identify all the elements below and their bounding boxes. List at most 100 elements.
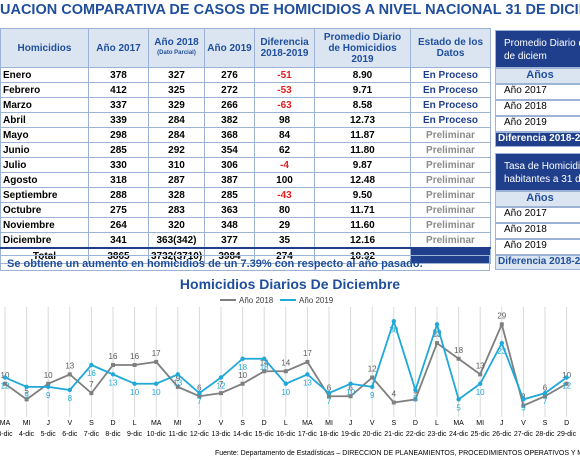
cell: 387 bbox=[204, 172, 255, 188]
side-footer: Diferencia 2018-20 bbox=[495, 132, 580, 147]
data-label: 7 bbox=[219, 380, 224, 389]
point bbox=[391, 400, 396, 405]
cell: 328 bbox=[148, 187, 205, 203]
cell: 35 bbox=[254, 232, 315, 249]
cell: 363(342) bbox=[148, 232, 205, 249]
table-row: Abril 339 284 382 98 12.73 En Proceso bbox=[0, 112, 491, 128]
data-label: 18 bbox=[454, 346, 463, 355]
x-weekday-label: V bbox=[67, 420, 72, 427]
point bbox=[348, 381, 353, 386]
cell: En Proceso bbox=[410, 112, 491, 128]
data-label: 18 bbox=[238, 363, 247, 372]
cell: -53 bbox=[254, 82, 315, 98]
x-tick-label: 16-dic bbox=[276, 431, 296, 438]
cell: 330 bbox=[88, 157, 149, 173]
cell: 327 bbox=[148, 67, 205, 83]
x-tick-label: 27-dic bbox=[514, 431, 534, 438]
cell: Preliminar bbox=[410, 187, 491, 203]
cell: 8.58 bbox=[314, 97, 411, 113]
point bbox=[391, 319, 396, 324]
data-label: 23 bbox=[433, 330, 442, 339]
x-weekday-label: D bbox=[413, 420, 418, 427]
cell: 266 bbox=[204, 97, 255, 113]
data-label: 3 bbox=[521, 393, 526, 402]
cell: 354 bbox=[204, 142, 255, 158]
row-label: Diciembre bbox=[0, 232, 89, 249]
cell: 11.87 bbox=[314, 127, 411, 143]
data-label: 29 bbox=[497, 311, 506, 320]
cell: 284 bbox=[148, 112, 205, 128]
data-label: 6 bbox=[197, 383, 202, 392]
cell: 8.90 bbox=[314, 67, 411, 83]
cell: 288 bbox=[88, 187, 149, 203]
point bbox=[197, 390, 202, 396]
cell: Preliminar bbox=[410, 217, 491, 233]
chart-title: Homicidios Diarios De Diciembre bbox=[180, 276, 400, 292]
cell: 283 bbox=[148, 202, 205, 218]
x-weekday-label: MI bbox=[476, 420, 484, 427]
x-weekday-label: V bbox=[219, 420, 224, 427]
data-label: 5 bbox=[456, 403, 461, 412]
cell: 84 bbox=[254, 127, 315, 143]
point bbox=[175, 384, 180, 389]
cell: Preliminar bbox=[410, 202, 491, 218]
x-tick-label: 13-dic bbox=[211, 431, 231, 438]
data-label: 7 bbox=[89, 380, 94, 389]
legend-label: Año 2018 bbox=[239, 296, 274, 305]
cell: 287 bbox=[148, 172, 205, 188]
x-tick-label: 28-dic bbox=[535, 431, 555, 438]
cell: 285 bbox=[204, 187, 255, 203]
x-weekday-label: D bbox=[262, 420, 267, 427]
x-weekday-label: J bbox=[46, 420, 50, 427]
column-header: Año 2018 (Dato Parcial) bbox=[148, 28, 205, 68]
cell: Preliminar bbox=[410, 142, 491, 158]
point bbox=[218, 375, 224, 380]
x-tick-label: 10-dic bbox=[147, 431, 167, 438]
table-row: Mayo 298 284 368 84 11.87 Preliminar bbox=[0, 127, 491, 143]
header-text: Año 2018 bbox=[154, 37, 199, 48]
cell: -63 bbox=[254, 97, 315, 113]
header-text: Estado de los Datos bbox=[417, 37, 483, 59]
table-row: Julio 330 310 306 -4 9.87 Preliminar bbox=[0, 157, 491, 173]
data-label: 10 bbox=[281, 388, 290, 397]
point bbox=[499, 322, 504, 327]
cell: Preliminar bbox=[410, 127, 491, 143]
data-label: 13 bbox=[476, 361, 485, 370]
data-label: 9 bbox=[24, 391, 29, 400]
cell: 62 bbox=[254, 142, 315, 158]
summary-note: Se obtiene un aumento en homicidios de u… bbox=[0, 255, 490, 271]
data-label: 10 bbox=[44, 371, 53, 380]
cell: 285 bbox=[88, 142, 149, 158]
point bbox=[564, 381, 569, 386]
point bbox=[543, 394, 547, 399]
cell: 363 bbox=[204, 202, 255, 218]
chart: Homicidios Diarios De Diciembre MA 3-dic MI… bbox=[0, 276, 580, 457]
side-row-label: Año 2017 bbox=[495, 84, 580, 100]
data-label: 10 bbox=[562, 371, 571, 380]
point bbox=[24, 384, 29, 390]
x-weekday-label: S bbox=[89, 420, 94, 427]
row-label: Marzo bbox=[0, 97, 89, 113]
side-row-label: Año 2019 bbox=[495, 239, 580, 255]
data-label: 9 bbox=[46, 391, 51, 400]
data-label: 17 bbox=[303, 349, 312, 358]
data-label: 9 bbox=[176, 374, 181, 383]
x-tick-label: 26-dic bbox=[492, 431, 512, 438]
header-text: Año 2017 bbox=[96, 42, 141, 54]
row-label: Febrero bbox=[0, 82, 89, 98]
x-tick-label: 29-dic bbox=[557, 431, 577, 438]
column-header: Homicidios bbox=[0, 28, 89, 68]
point bbox=[283, 381, 288, 386]
x-tick-label: 5-dic bbox=[41, 431, 57, 438]
point bbox=[478, 381, 483, 386]
x-weekday-label: MI bbox=[174, 420, 182, 427]
x-tick-label: 12-dic bbox=[190, 431, 210, 438]
cell: Preliminar bbox=[410, 172, 491, 188]
cell: 329 bbox=[148, 97, 205, 113]
cell: 382 bbox=[204, 112, 255, 128]
table-row: Septiembre 288 328 285 -43 9.50 Preliminar bbox=[0, 187, 491, 203]
cell: 325 bbox=[148, 82, 205, 98]
x-tick-label: 4-dic bbox=[19, 431, 35, 438]
x-weekday-label: S bbox=[240, 420, 245, 427]
